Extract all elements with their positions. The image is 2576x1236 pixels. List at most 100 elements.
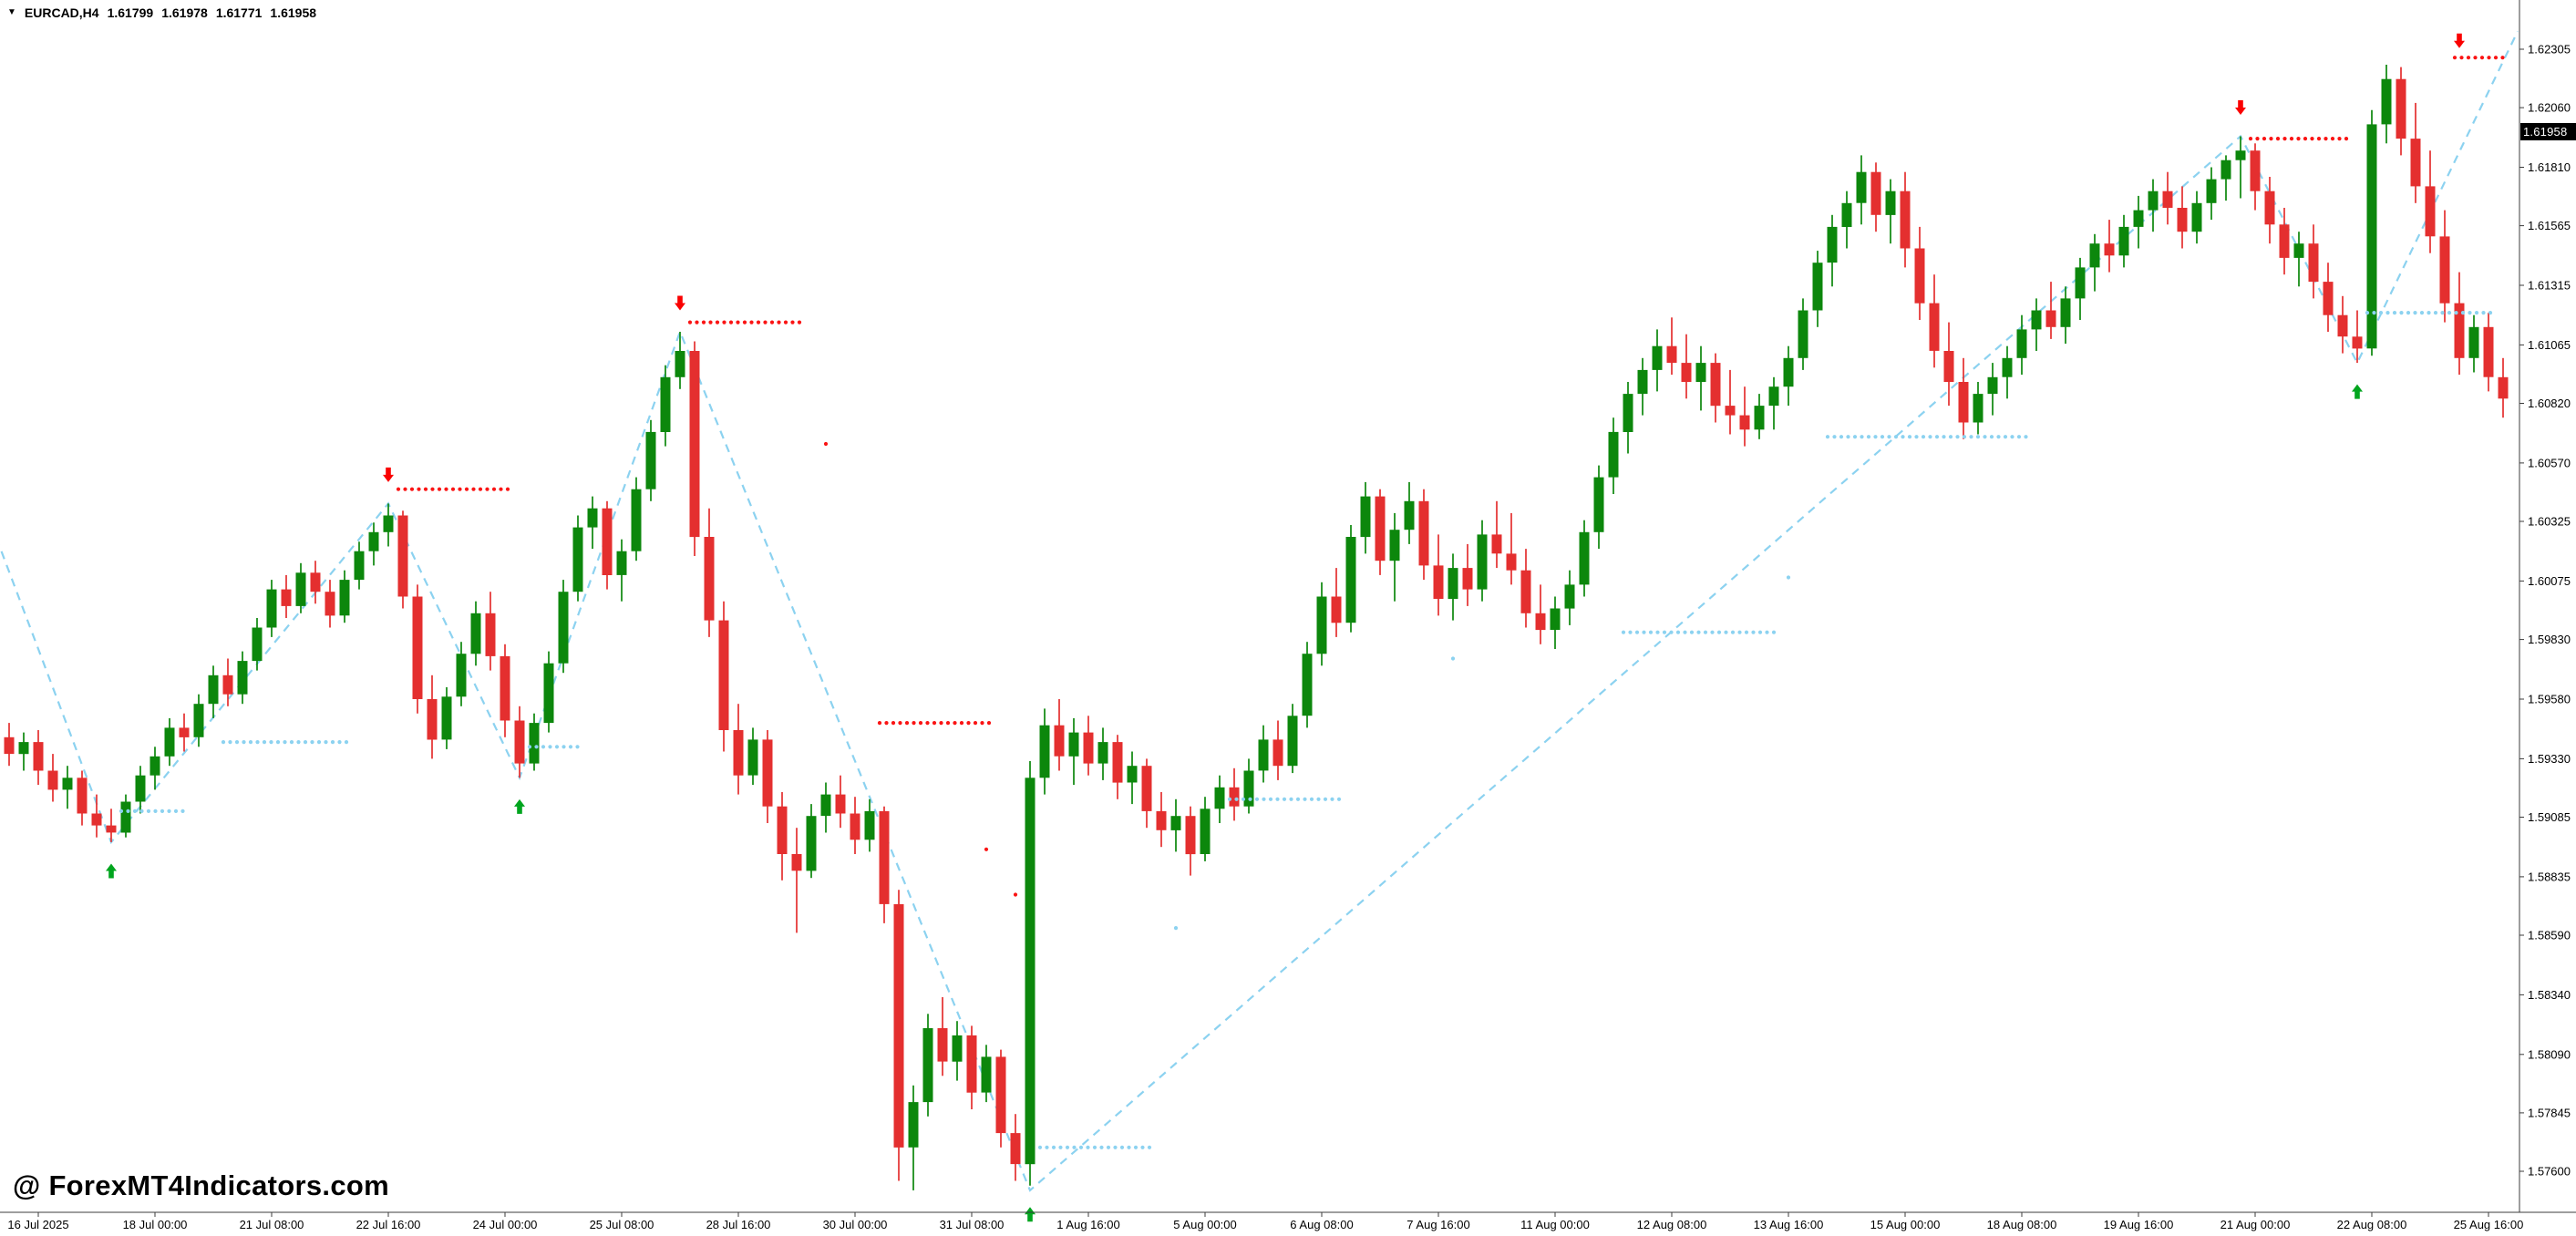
trail-dot-support <box>1786 575 1791 580</box>
trail-dot-support <box>1975 435 1981 439</box>
trail-dot-support <box>1634 630 1640 634</box>
candle-body <box>2075 267 2086 299</box>
candle-body <box>208 675 219 705</box>
trail-dot-support <box>234 740 240 745</box>
time-axis-label: 11 Aug 00:00 <box>1520 1218 1590 1231</box>
trail-dot-support <box>2016 435 2022 439</box>
trail-dot-resistance <box>464 487 469 491</box>
trail-dot-support <box>1621 630 1626 634</box>
trail-dot-resistance <box>2466 56 2471 60</box>
trail-dot-resistance <box>777 320 781 324</box>
trail-dot-resistance <box>2487 56 2491 60</box>
chart-plot-area[interactable] <box>0 0 2519 1212</box>
trail-dot-support <box>2433 311 2438 315</box>
chart-dropdown-icon[interactable]: ▼ <box>7 7 16 17</box>
trail-dot-resistance <box>925 721 930 726</box>
candle-body <box>1987 376 1998 395</box>
price-axis-label: 1.61315 <box>2528 279 2571 293</box>
trail-dot-resistance <box>423 487 428 491</box>
candle-body <box>1973 394 1984 423</box>
trail-dot-support <box>2372 311 2376 315</box>
trail-dot-support <box>1316 797 1321 801</box>
trail-dot-support <box>1675 630 1681 634</box>
trail-dot-support <box>255 740 260 745</box>
candle-body <box>2206 179 2217 203</box>
trail-dot-support <box>1072 1145 1077 1149</box>
quote-close: 1.61958 <box>270 5 317 20</box>
trail-dot-resistance <box>2275 137 2281 141</box>
candle-body <box>587 508 598 528</box>
trail-dot-support <box>153 809 158 814</box>
trail-dot-support <box>1648 630 1654 634</box>
sell-arrow-icon <box>675 295 685 311</box>
trail-dot-support <box>1268 797 1273 801</box>
trail-dot-support <box>242 740 246 745</box>
candle-body <box>1754 406 1765 430</box>
candle-body <box>383 515 394 532</box>
candle-body <box>2221 160 2231 180</box>
trail-dot-resistance <box>2269 137 2273 141</box>
trail-dot-support <box>1113 1145 1118 1149</box>
time-axis-label: 12 Aug 08:00 <box>1637 1218 1707 1231</box>
trail-dot-support <box>1765 630 1769 634</box>
trail-dot-resistance <box>409 487 415 491</box>
trail-dot-support <box>1662 630 1667 634</box>
trail-dot-support <box>1642 630 1646 634</box>
trail-dot-resistance <box>430 487 435 491</box>
candle-body <box>412 596 423 699</box>
candle-body <box>806 816 817 871</box>
trail-dot-resistance <box>437 487 442 491</box>
trail-dot-resistance <box>2296 137 2301 141</box>
candle-body <box>835 794 846 814</box>
trail-dot-support <box>1846 435 1850 439</box>
candle-body <box>1550 608 1561 630</box>
price-axis-label: 1.58340 <box>2528 988 2571 1002</box>
candle-body <box>441 696 452 740</box>
candle-body <box>733 730 744 776</box>
candle-body <box>456 654 467 697</box>
trail-dot-support <box>575 745 580 749</box>
buy-arrow-icon <box>2352 384 2363 399</box>
candle-body <box>237 661 248 695</box>
trail-dot-support <box>1737 630 1742 634</box>
trail-dot-resistance <box>986 721 992 726</box>
time-axis-label: 6 Aug 08:00 <box>1290 1218 1353 1231</box>
time-scale-area[interactable] <box>0 1212 2576 1236</box>
candle-body <box>2483 326 2494 377</box>
candle-body <box>2177 208 2188 232</box>
trail-dot-resistance <box>823 441 829 447</box>
trail-dot-resistance <box>945 721 951 726</box>
candle-body <box>77 778 88 814</box>
trail-dot-resistance <box>973 721 978 726</box>
candle-body <box>266 589 277 628</box>
trail-dot-support <box>1628 630 1633 634</box>
quote-open: 1.61799 <box>107 5 154 20</box>
candle-body <box>937 1028 948 1062</box>
price-scale-area[interactable] <box>2519 0 2576 1212</box>
trail-dot-resistance <box>912 721 916 726</box>
time-axis-label: 19 Aug 16:00 <box>2104 1218 2174 1231</box>
candle-body <box>1885 191 1896 215</box>
trail-dot-support <box>1309 797 1314 801</box>
trail-dot-support <box>1106 1145 1111 1149</box>
candle-body <box>1914 248 1925 304</box>
trail-dot-support <box>316 740 322 745</box>
trail-dot-resistance <box>2262 137 2267 141</box>
candle-body <box>1929 303 1940 351</box>
candle-body <box>1331 596 1342 623</box>
candle-body <box>18 742 29 755</box>
trail-dot-support <box>1045 1145 1049 1149</box>
candle-body <box>1448 568 1458 600</box>
trail-dot-support <box>2440 311 2445 315</box>
time-axis-label: 22 Aug 08:00 <box>2337 1218 2407 1231</box>
trail-dot-support <box>2468 311 2472 315</box>
trail-dot-resistance <box>891 721 896 726</box>
candle-body <box>252 627 263 662</box>
candle-body <box>616 551 627 575</box>
trail-dot-support <box>1241 797 1246 801</box>
candle-body <box>660 376 671 432</box>
trail-dot-support <box>289 740 294 745</box>
trail-dot-support <box>1669 630 1674 634</box>
candle-body <box>470 613 481 654</box>
trail-dot-support <box>167 809 171 814</box>
